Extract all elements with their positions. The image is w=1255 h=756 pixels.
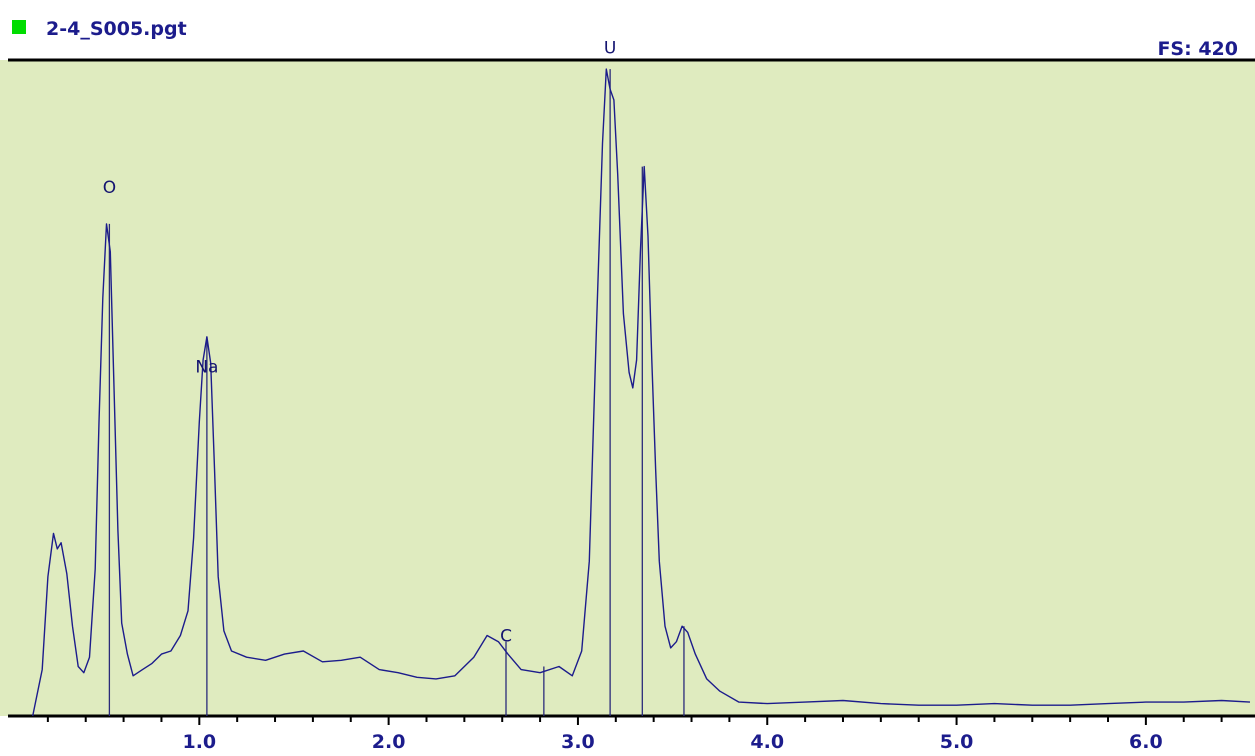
x-tick-label: 6.0 [1129,731,1163,753]
filename-label: 2-4_S005.pgt [46,18,187,40]
x-tick-label: 5.0 [940,731,974,753]
peak-label: Na [195,357,218,377]
x-tick-label: 3.0 [561,731,595,753]
x-tick-label: 4.0 [750,731,784,753]
file-indicator-icon [12,20,26,34]
spectrum-trace [32,68,1251,717]
x-tick-labels: 1.0 2.0 3.0 4.0 5.0 6.0 [182,731,1162,753]
x-ticks [46,716,1223,725]
fullscale-label: FS: 420 [1157,38,1238,60]
peak-label: U [604,39,616,59]
x-tick-label: 1.0 [182,731,216,753]
peak-label-layer: O Na C U [103,39,617,647]
x-tick-label: 2.0 [372,731,406,753]
plot-area-background [0,60,1255,716]
peak-marker-layer [108,69,685,716]
peak-label: C [500,627,512,647]
peak-label: O [103,178,116,198]
